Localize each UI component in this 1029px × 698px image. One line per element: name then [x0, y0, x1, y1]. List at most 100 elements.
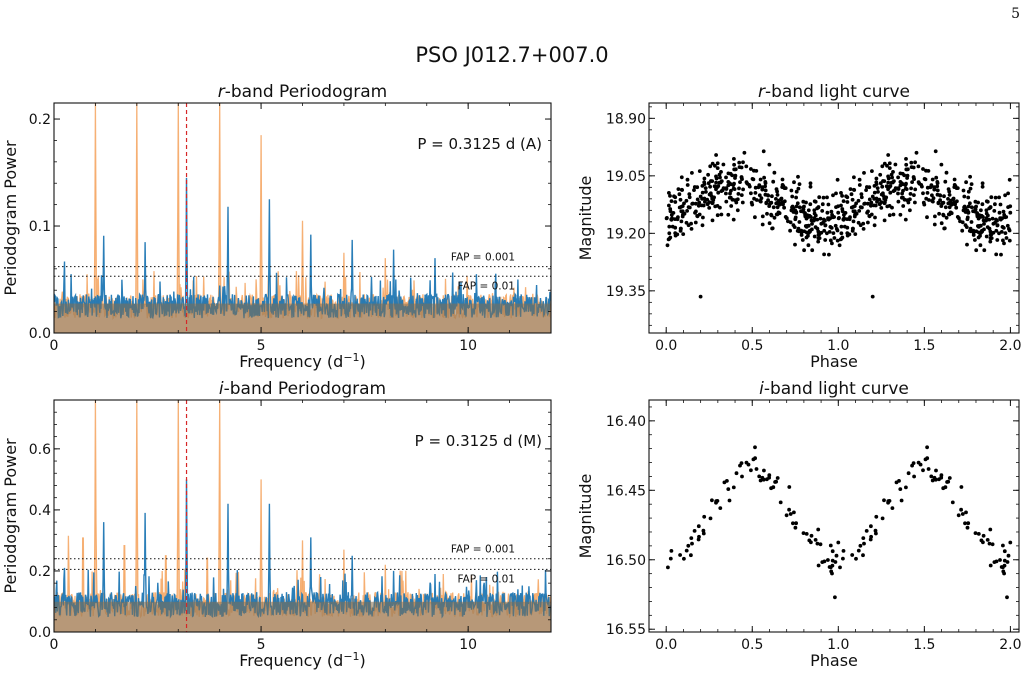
data-point — [836, 540, 841, 545]
data-point — [678, 197, 683, 202]
data-point — [815, 217, 820, 222]
data-point — [749, 468, 753, 473]
data-point — [980, 202, 985, 207]
data-point — [734, 471, 739, 476]
data-point — [1008, 540, 1013, 545]
data-point — [716, 184, 721, 188]
data-point — [998, 202, 1003, 207]
data-point — [949, 211, 954, 216]
data-point — [886, 180, 891, 185]
data-point — [718, 506, 723, 510]
fap-label-1: FAP = 0.001 — [451, 252, 515, 264]
data-point — [852, 188, 857, 192]
data-point — [850, 226, 855, 231]
data-point — [742, 150, 747, 155]
data-point — [960, 512, 965, 516]
data-point — [878, 181, 883, 186]
data-point — [818, 542, 823, 547]
data-point — [749, 167, 753, 171]
data-point — [673, 217, 677, 222]
data-point — [834, 191, 838, 196]
data-point — [857, 209, 862, 213]
data-point — [910, 180, 914, 185]
data-point — [925, 191, 930, 195]
data-point — [727, 498, 732, 503]
data-point — [966, 521, 971, 526]
y-tick-label: 16.55 — [606, 622, 646, 638]
data-point — [749, 191, 753, 196]
data-point — [713, 204, 718, 209]
data-point — [904, 162, 909, 167]
data-point — [930, 193, 934, 198]
data-point — [1005, 223, 1010, 228]
data-point — [680, 214, 685, 219]
data-point — [689, 536, 694, 540]
data-point — [701, 203, 706, 208]
data-point — [925, 215, 929, 220]
data-point — [813, 225, 818, 230]
data-point — [812, 218, 816, 223]
data-point — [912, 193, 916, 198]
data-point — [721, 162, 726, 167]
data-point — [761, 477, 766, 482]
data-point — [801, 199, 806, 204]
data-point — [737, 186, 741, 191]
data-point — [1007, 238, 1012, 243]
data-point — [968, 174, 972, 179]
data-point — [817, 195, 822, 200]
data-point — [724, 175, 728, 180]
data-point — [772, 215, 777, 220]
data-point — [990, 542, 995, 547]
data-point — [888, 190, 893, 195]
data-point — [958, 219, 962, 224]
data-point — [971, 209, 975, 214]
data-point — [994, 252, 999, 257]
data-point — [870, 169, 874, 174]
data-point — [909, 160, 914, 165]
data-point — [677, 192, 682, 197]
data-point — [741, 187, 745, 192]
x-axis-label: Frequency (d−1) — [239, 351, 366, 372]
data-point — [935, 188, 940, 193]
data-point — [738, 180, 742, 185]
axes-frame — [648, 102, 1020, 334]
data-point — [899, 498, 904, 503]
data-point — [852, 214, 857, 219]
data-point — [667, 236, 672, 241]
data-point — [941, 213, 946, 218]
data-point — [793, 215, 798, 220]
data-point — [835, 238, 840, 243]
data-point — [932, 185, 937, 190]
data-point — [678, 553, 682, 557]
data-point — [731, 217, 736, 222]
data-point — [872, 223, 877, 228]
data-point — [989, 195, 994, 200]
data-point — [775, 476, 780, 480]
y-tick-label: 0.0 — [29, 625, 51, 641]
data-point — [791, 210, 796, 214]
data-point — [714, 180, 718, 185]
x-tick-label: 1.0 — [827, 637, 849, 653]
x-tick-label: 2.0 — [999, 338, 1021, 354]
data-point — [771, 205, 776, 210]
data-point — [922, 177, 927, 181]
data-point — [795, 201, 800, 206]
data-point — [913, 160, 917, 165]
data-point — [800, 238, 805, 242]
data-point — [963, 223, 968, 228]
data-point — [997, 210, 1002, 215]
data-point — [810, 222, 814, 226]
data-point — [721, 186, 726, 191]
plot-area — [666, 445, 1013, 600]
data-point — [998, 217, 1003, 222]
data-point — [806, 234, 810, 238]
data-point — [767, 162, 772, 167]
data-point — [812, 199, 817, 204]
data-point — [987, 217, 992, 222]
data-point — [959, 507, 963, 512]
data-point — [806, 243, 811, 248]
data-point — [1001, 569, 1006, 574]
data-point — [806, 231, 811, 236]
data-point — [802, 229, 807, 234]
x-axis-label: Phase — [810, 352, 858, 371]
